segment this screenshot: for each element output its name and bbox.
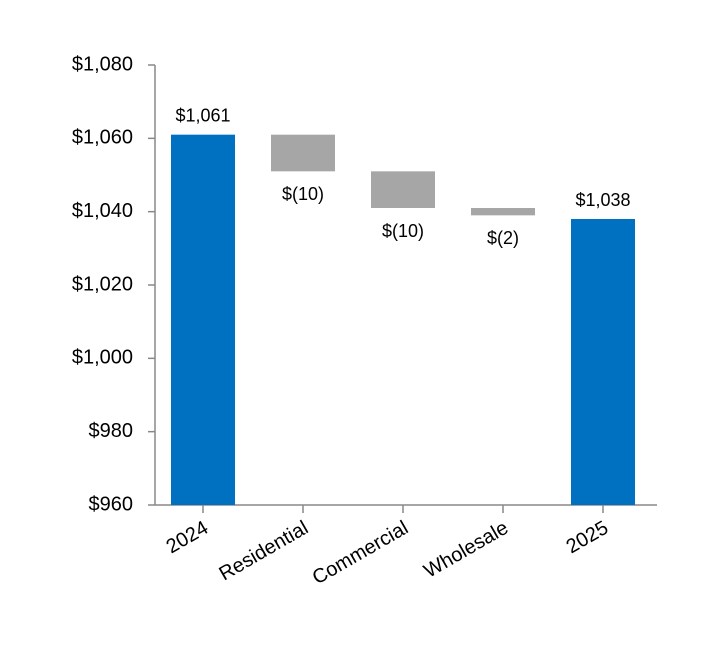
value-label: $(10) xyxy=(382,221,424,241)
y-tick-label: $960 xyxy=(89,493,134,515)
y-tick-label: $980 xyxy=(89,420,134,442)
value-label: $1,061 xyxy=(175,105,230,125)
x-tick-label: Commercial xyxy=(309,517,412,589)
change-bar xyxy=(371,171,435,208)
change-bar xyxy=(271,134,335,172)
x-tick-label: Wholesale xyxy=(420,517,512,583)
y-tick-label: $1,000 xyxy=(72,347,133,369)
total-bar xyxy=(171,134,235,505)
y-tick-label: $1,080 xyxy=(72,53,133,75)
y-tick-label: $1,040 xyxy=(72,200,133,222)
y-tick-label: $1,020 xyxy=(72,273,133,295)
value-label: $(10) xyxy=(282,184,324,204)
change-bar xyxy=(471,208,535,216)
x-tick-label: 2024 xyxy=(163,517,213,558)
x-tick-label: 2025 xyxy=(563,517,613,558)
y-tick-label: $1,060 xyxy=(72,127,133,149)
value-label: $1,038 xyxy=(575,190,630,210)
total-bar xyxy=(571,219,635,505)
value-label: $(2) xyxy=(487,228,519,248)
x-tick-label: Residential xyxy=(215,517,312,586)
